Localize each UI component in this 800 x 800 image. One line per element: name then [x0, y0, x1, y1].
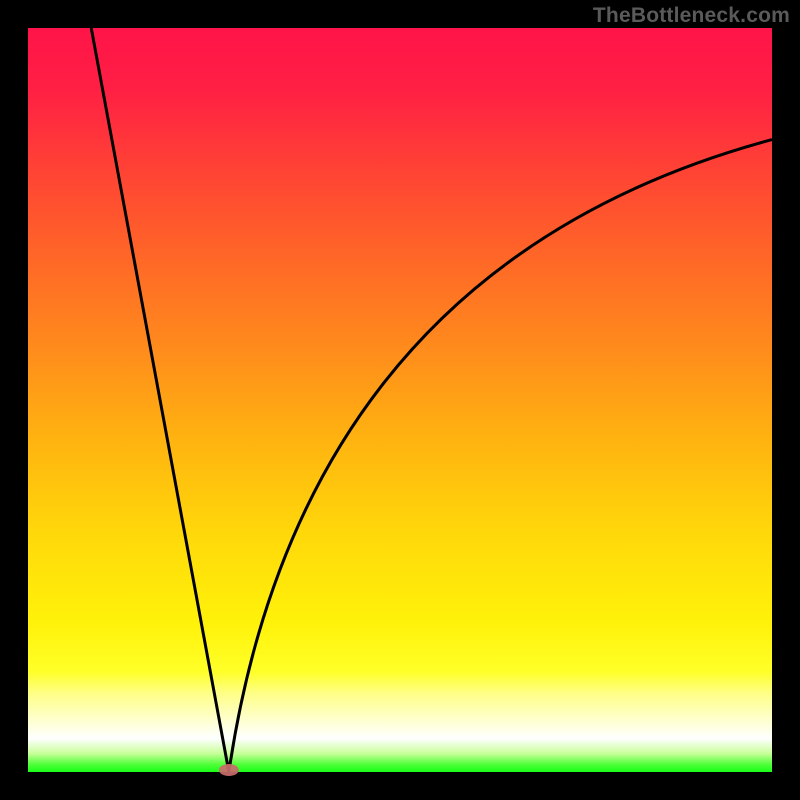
- watermark-text: TheBottleneck.com: [593, 4, 790, 28]
- bottleneck-chart: [0, 0, 800, 800]
- optimal-point-marker: [219, 764, 239, 776]
- plot-area: [28, 28, 772, 772]
- chart-canvas: TheBottleneck.com: [0, 0, 800, 800]
